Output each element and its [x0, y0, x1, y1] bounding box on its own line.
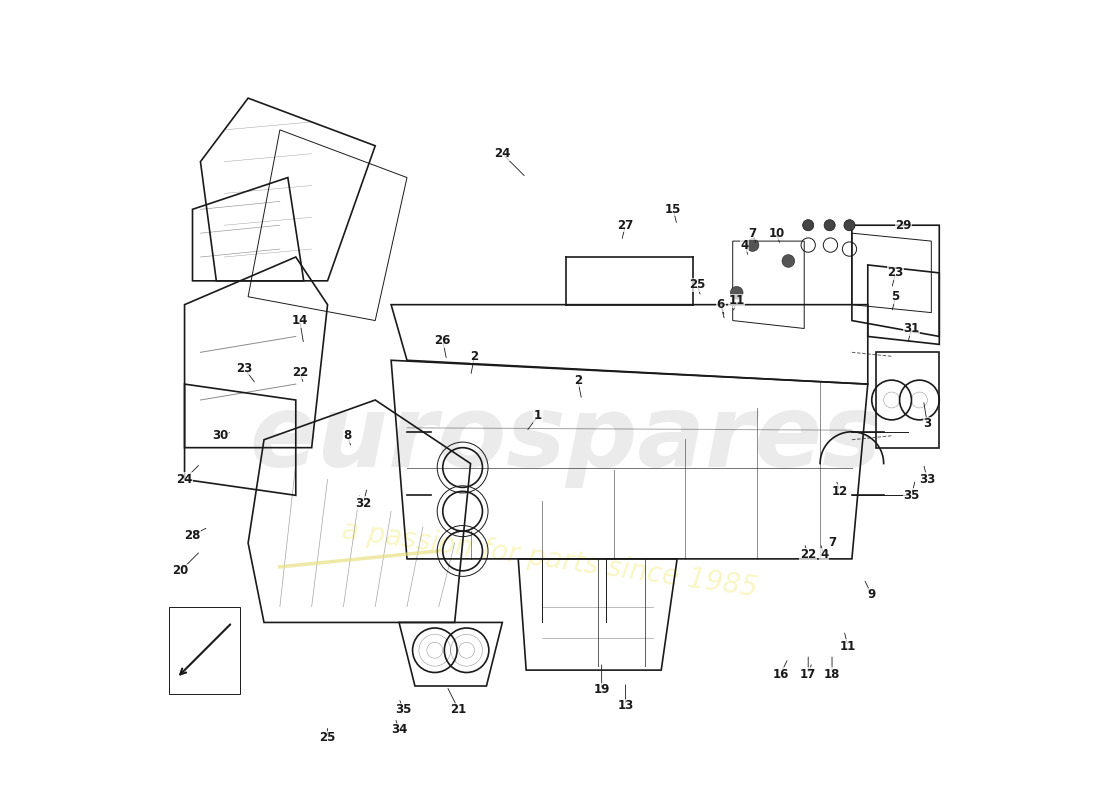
- Text: 10: 10: [768, 226, 784, 240]
- Text: 25: 25: [319, 731, 336, 744]
- Text: 18: 18: [824, 667, 840, 681]
- Text: 32: 32: [355, 497, 372, 510]
- Text: 2: 2: [471, 350, 478, 363]
- Text: 11: 11: [839, 640, 856, 653]
- Text: 33: 33: [920, 473, 935, 486]
- Text: 4: 4: [740, 238, 749, 251]
- Text: 34: 34: [390, 723, 407, 736]
- Circle shape: [730, 286, 744, 299]
- Text: eurospares: eurospares: [250, 391, 882, 488]
- Text: 23: 23: [236, 362, 252, 374]
- Text: 7: 7: [748, 226, 757, 240]
- Circle shape: [746, 238, 759, 251]
- Text: 7: 7: [828, 537, 836, 550]
- Text: 28: 28: [185, 529, 200, 542]
- Text: 31: 31: [903, 322, 920, 335]
- Text: 8: 8: [343, 430, 352, 442]
- Circle shape: [824, 220, 835, 230]
- Text: 4: 4: [820, 549, 828, 562]
- Text: 13: 13: [617, 699, 634, 712]
- Text: 30: 30: [212, 430, 229, 442]
- Text: 9: 9: [868, 588, 876, 601]
- Text: 29: 29: [895, 218, 912, 232]
- Text: 20: 20: [173, 564, 189, 578]
- Text: 11: 11: [728, 294, 745, 307]
- Text: 6: 6: [717, 298, 725, 311]
- Text: 35: 35: [903, 489, 920, 502]
- Text: 12: 12: [832, 485, 848, 498]
- Text: 22: 22: [800, 549, 816, 562]
- Text: 5: 5: [891, 290, 900, 303]
- Text: 25: 25: [689, 278, 705, 291]
- Text: 1: 1: [534, 410, 542, 422]
- Text: 27: 27: [617, 218, 634, 232]
- Circle shape: [782, 254, 794, 267]
- Text: 22: 22: [292, 366, 308, 378]
- Text: 21: 21: [451, 703, 466, 716]
- Text: 24: 24: [176, 473, 192, 486]
- Circle shape: [803, 220, 814, 230]
- Text: 14: 14: [292, 314, 308, 327]
- Text: 23: 23: [888, 266, 904, 279]
- Text: 26: 26: [434, 334, 451, 347]
- Text: 3: 3: [923, 418, 932, 430]
- Text: a passion for parts since 1985: a passion for parts since 1985: [340, 516, 760, 602]
- Text: 16: 16: [772, 667, 789, 681]
- Text: 24: 24: [494, 147, 510, 160]
- Circle shape: [844, 220, 855, 230]
- Text: 2: 2: [574, 374, 582, 386]
- Text: 35: 35: [395, 703, 411, 716]
- Text: 19: 19: [594, 683, 609, 697]
- Text: 15: 15: [666, 203, 681, 216]
- Text: 17: 17: [800, 667, 816, 681]
